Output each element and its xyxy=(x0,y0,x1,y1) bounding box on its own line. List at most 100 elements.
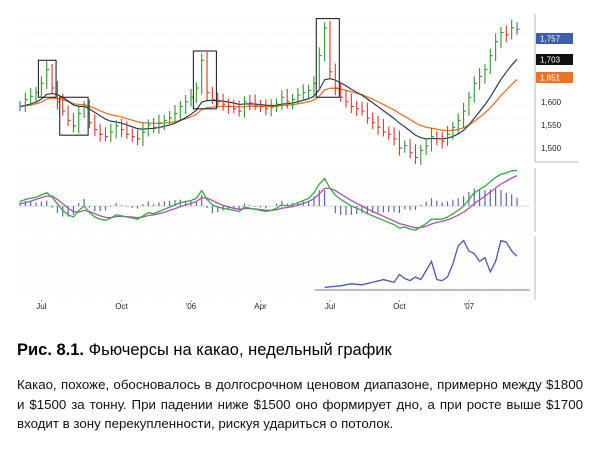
price-bar xyxy=(30,88,34,107)
figure-description: Какао, похоже, обосновалось в долгосрочн… xyxy=(17,377,583,431)
price-bar xyxy=(158,114,162,134)
price-bar xyxy=(169,111,173,125)
price-bar xyxy=(511,19,515,40)
price-bar xyxy=(382,118,386,137)
price-tick-label: 1,550 xyxy=(541,121,562,130)
price-bar xyxy=(388,126,392,140)
price-bar xyxy=(350,93,354,113)
price-bar xyxy=(222,93,226,111)
price-bar xyxy=(233,99,237,114)
close-price-badge-label: 1,757 xyxy=(540,35,561,44)
price-bar xyxy=(345,90,349,108)
price-bar xyxy=(227,98,231,114)
price-bar xyxy=(286,88,290,109)
price-bar xyxy=(94,114,98,137)
price-bar xyxy=(425,138,429,156)
x-tick-label: Oct xyxy=(115,302,128,311)
slow-moving-average-line xyxy=(19,79,518,132)
price-bar xyxy=(40,76,44,98)
price-bar xyxy=(356,100,360,117)
price-bar xyxy=(259,100,263,113)
price-bar xyxy=(179,100,183,120)
price-bar xyxy=(409,138,413,159)
price-bar xyxy=(484,63,488,84)
price-bar xyxy=(495,33,499,62)
highlight-box xyxy=(59,96,89,136)
grid-layer xyxy=(20,17,530,297)
price-bar xyxy=(243,96,247,118)
price-bar xyxy=(265,99,269,116)
price-bar xyxy=(83,100,87,119)
price-bar xyxy=(211,87,215,105)
price-bar xyxy=(318,47,322,88)
chart-svg: 1,500 1,550 1,600 1,757 1,703 1,651 Jul … xyxy=(19,14,578,311)
price-bars-layer xyxy=(19,19,520,165)
x-tick-label: Apr xyxy=(254,302,267,311)
price-bar xyxy=(516,22,520,35)
price-bar xyxy=(275,98,280,113)
price-bar xyxy=(489,48,493,75)
x-tick-label: Jul xyxy=(325,302,335,311)
price-bar xyxy=(185,94,189,114)
price-bar xyxy=(463,102,467,128)
fast-moving-average-line xyxy=(19,58,518,140)
price-bar xyxy=(473,76,477,103)
price-bar xyxy=(430,128,434,152)
x-tick-label: Oct xyxy=(393,302,406,311)
price-bar xyxy=(329,20,333,79)
oscillator-layer xyxy=(19,169,530,231)
price-bar xyxy=(99,124,103,142)
price-bar xyxy=(142,123,146,147)
price-bar xyxy=(302,84,306,101)
price-bar xyxy=(457,113,461,134)
price-bar xyxy=(110,123,114,143)
price-bar xyxy=(468,91,472,116)
price-bar xyxy=(324,22,328,62)
price-bar xyxy=(67,105,71,126)
x-tick-label: '06 xyxy=(186,302,197,311)
price-bar xyxy=(238,100,242,117)
price-bar xyxy=(137,129,141,146)
price-bar xyxy=(249,94,253,111)
price-bar xyxy=(51,63,55,95)
highlight-box xyxy=(192,50,217,110)
chart-area: 1,500 1,550 1,600 1,757 1,703 1,651 Jul … xyxy=(19,14,578,311)
close-price-badge xyxy=(536,33,573,44)
price-badge-layer: 1,757 1,703 1,651 xyxy=(536,33,573,83)
price-bar xyxy=(291,94,296,110)
slow-ma-badge xyxy=(536,54,573,65)
price-bar xyxy=(452,121,456,140)
price-bar xyxy=(126,121,130,139)
figure-title: Фьючерсы на какао, недельный график xyxy=(88,341,392,359)
price-bar xyxy=(78,105,82,134)
price-bar xyxy=(500,26,504,49)
price-axis-layer: 1,500 1,550 1,600 xyxy=(541,98,562,153)
price-bar xyxy=(72,113,76,133)
price-bar xyxy=(281,90,285,110)
price-bar xyxy=(372,112,376,130)
oscillator-main-line xyxy=(19,169,518,231)
price-bar xyxy=(366,102,370,124)
price-bar xyxy=(115,120,119,139)
oscillator-signal-line xyxy=(19,175,518,229)
price-bar xyxy=(398,130,402,156)
price-bar xyxy=(201,53,205,95)
price-bar xyxy=(153,118,157,133)
price-bar xyxy=(24,92,28,113)
price-bar xyxy=(297,88,301,105)
price-bar xyxy=(46,61,50,89)
price-bar xyxy=(377,115,381,135)
price-bar xyxy=(414,144,418,164)
moving-average-layer xyxy=(19,58,518,140)
price-bar xyxy=(404,140,408,153)
x-tick-label: '07 xyxy=(464,302,475,311)
price-tick-label: 1,600 xyxy=(541,98,562,107)
x-tick-label: Jul xyxy=(36,302,46,311)
figure-number: Рис. 8.1. xyxy=(17,341,85,359)
price-tick-label: 1,500 xyxy=(541,144,562,153)
price-bar xyxy=(217,92,221,108)
price-bar xyxy=(254,94,258,111)
price-bar xyxy=(163,114,167,131)
price-bar xyxy=(270,99,274,117)
panel-frames xyxy=(534,14,578,300)
